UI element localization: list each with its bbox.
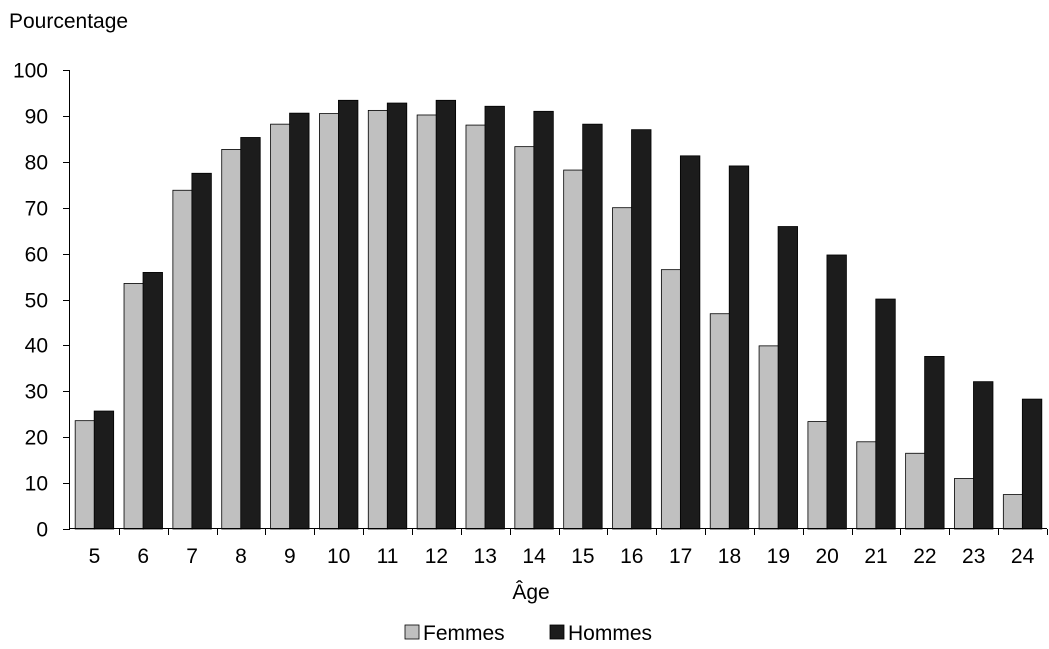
bar-hommes-12 xyxy=(435,99,457,530)
x-tick-label: 21 xyxy=(864,545,887,568)
y-tick-label: 80 xyxy=(25,152,48,175)
bar-femmes-19 xyxy=(758,345,779,530)
bar-hommes-8 xyxy=(240,137,261,530)
bar-hommes-9 xyxy=(289,112,310,530)
y-tick-label: 70 xyxy=(25,198,48,221)
bar-hommes-13 xyxy=(484,105,505,530)
legend-swatch-femmes xyxy=(404,624,420,640)
y-tick-label: 50 xyxy=(25,290,48,313)
bar-hommes-20 xyxy=(826,254,847,530)
bar-femmes-22 xyxy=(905,452,926,530)
bar-femmes-7 xyxy=(172,189,193,530)
bar-hommes-18 xyxy=(728,165,750,530)
x-tick-label: 6 xyxy=(137,545,149,568)
legend-swatch-hommes xyxy=(549,624,565,640)
bar-femmes-17 xyxy=(660,269,682,530)
bar-femmes-18 xyxy=(709,313,731,530)
bar-hommes-23 xyxy=(973,381,994,530)
bar-hommes-24 xyxy=(1021,398,1043,530)
bar-hommes-16 xyxy=(631,129,652,530)
bar-femmes-14 xyxy=(514,146,535,530)
y-tick-label: 90 xyxy=(25,106,48,129)
x-tick-label: 23 xyxy=(962,545,985,568)
y-tick-label: 30 xyxy=(25,381,48,404)
bar-hommes-11 xyxy=(386,102,408,530)
bar-femmes-12 xyxy=(416,114,438,530)
x-tick-label: 16 xyxy=(620,545,643,568)
x-tick-label: 17 xyxy=(669,545,692,568)
x-tick-label: 13 xyxy=(474,545,497,568)
bar-hommes-10 xyxy=(338,99,359,530)
x-tick-label: 7 xyxy=(186,545,198,568)
y-tick-label: 60 xyxy=(25,244,48,267)
x-tick-label: 24 xyxy=(1011,545,1035,568)
x-tick-label: 19 xyxy=(767,545,790,568)
x-tick-label: 20 xyxy=(815,545,838,568)
y-axis-title: Pourcentage xyxy=(9,10,128,33)
legend-label-hommes: Hommes xyxy=(568,622,652,645)
bar-hommes-15 xyxy=(582,123,603,530)
y-tick-label: 10 xyxy=(25,473,48,496)
y-tick-label: 20 xyxy=(25,427,48,450)
y-tick-label: 0 xyxy=(36,519,48,542)
bar-hommes-22 xyxy=(924,356,945,530)
bar-femmes-21 xyxy=(856,441,877,530)
x-tick-label: 10 xyxy=(327,545,350,568)
bar-femmes-5 xyxy=(74,420,96,530)
bars-group xyxy=(74,99,1043,530)
bar-femmes-20 xyxy=(807,421,828,530)
bar-femmes-6 xyxy=(123,283,144,530)
bar-femmes-10 xyxy=(319,113,340,530)
x-tick-label: 22 xyxy=(913,545,936,568)
bar-femmes-9 xyxy=(270,123,291,530)
x-tick-label: 11 xyxy=(377,545,399,568)
bar-femmes-13 xyxy=(465,124,486,530)
bar-hommes-7 xyxy=(191,172,212,530)
bar-hommes-21 xyxy=(875,298,896,530)
bar-hommes-19 xyxy=(777,226,798,530)
x-tick-label: 12 xyxy=(425,545,448,568)
x-axis: 5 6 7 8 9 10 11 12 13 14 15 16 17 18 19 20 21 22 23 24 xyxy=(89,529,1048,568)
x-tick-label: 14 xyxy=(522,545,546,568)
bar-hommes-17 xyxy=(679,155,701,530)
bar-hommes-5 xyxy=(93,410,115,530)
x-tick-label: 9 xyxy=(284,545,296,568)
x-tick-label: 8 xyxy=(235,545,247,568)
bar-femmes-16 xyxy=(612,207,633,530)
x-tick-label: 5 xyxy=(89,545,101,568)
x-axis-title: Âge xyxy=(512,581,549,604)
bar-femmes-23 xyxy=(954,478,975,530)
bar-femmes-24 xyxy=(1002,494,1024,530)
y-tick-label: 40 xyxy=(25,335,48,358)
x-tick-label: 18 xyxy=(718,545,741,568)
bar-hommes-6 xyxy=(142,272,163,530)
x-tick-label: 15 xyxy=(571,545,594,568)
bar-femmes-11 xyxy=(367,109,389,530)
legend: Femmes Hommes xyxy=(404,622,652,645)
bar-femmes-8 xyxy=(221,149,242,530)
y-axis: 0 10 20 30 40 50 60 70 80 90 100 xyxy=(13,60,70,542)
bar-hommes-14 xyxy=(533,110,554,530)
y-tick-label: 100 xyxy=(13,60,48,83)
bar-femmes-15 xyxy=(563,169,584,530)
legend-label-femmes: Femmes xyxy=(423,622,505,645)
